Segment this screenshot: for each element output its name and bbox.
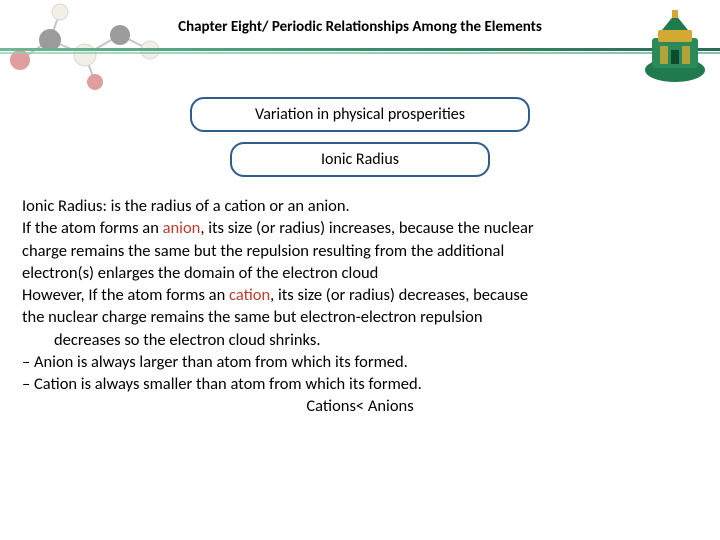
main-heading-text: Variation in physical prosperities xyxy=(255,105,465,124)
body-content: Ionic Radius: is the radius of a cation … xyxy=(22,195,698,418)
body-line-7: decreases so the electron cloud shrinks. xyxy=(22,329,698,351)
highlight-anion: anion xyxy=(163,218,201,238)
text-fragment: If the atom forms an xyxy=(22,218,163,238)
body-line-1: Ionic Radius: is the radius of a cation … xyxy=(22,195,698,217)
body-line-3: charge remains the same but the repulsio… xyxy=(22,240,698,262)
body-line-8: – Anion is always larger than atom from … xyxy=(22,351,698,373)
text-fragment: , its size (or radius) decreases, becaus… xyxy=(270,285,528,305)
body-line-9: – Cation is always smaller than atom fro… xyxy=(22,373,698,395)
body-line-5: However, If the atom forms an cation, it… xyxy=(22,284,698,306)
body-line-10: Cations< Anions xyxy=(22,395,698,417)
body-line-6: the nuclear charge remains the same but … xyxy=(22,306,698,328)
molecule-decoration xyxy=(0,0,180,90)
university-logo-icon xyxy=(640,8,710,88)
text-fragment: However, If the atom forms an xyxy=(22,285,229,305)
text-fragment: , its size (or radius) increases, becaus… xyxy=(200,218,533,238)
body-line-4: electron(s) enlarges the domain of the e… xyxy=(22,262,698,284)
sub-heading-box: Ionic Radius xyxy=(230,142,490,177)
header: Chapter Eight/ Periodic Relationships Am… xyxy=(0,0,720,75)
main-heading-box: Variation in physical prosperities xyxy=(190,97,530,132)
chapter-title: Chapter Eight/ Periodic Relationships Am… xyxy=(0,18,720,36)
highlight-cation: cation xyxy=(229,285,270,305)
body-line-2: If the atom forms an anion, its size (or… xyxy=(22,217,698,239)
header-divider xyxy=(0,48,720,54)
sub-heading-text: Ionic Radius xyxy=(321,150,399,169)
